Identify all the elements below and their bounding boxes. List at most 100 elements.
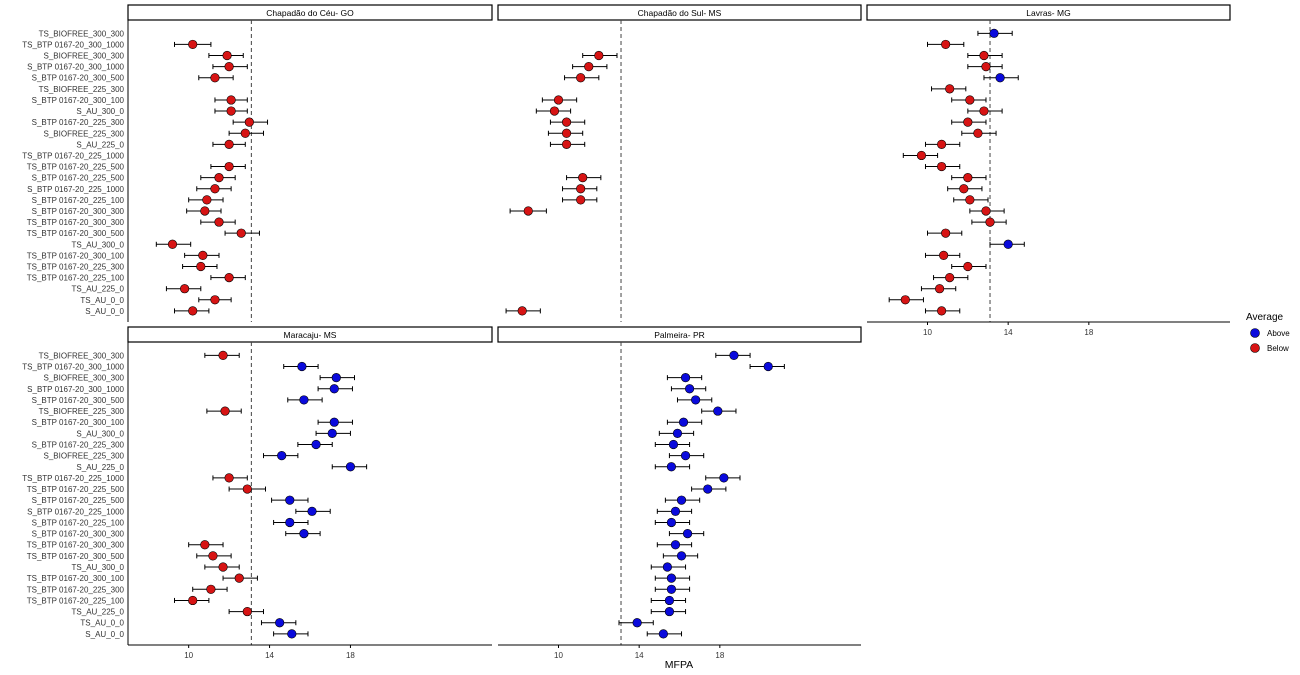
data-point xyxy=(672,428,683,438)
y-tick-label: TS_BTP 0167-20_225_300 xyxy=(27,262,125,271)
data-point xyxy=(662,562,673,572)
data-point xyxy=(242,606,252,617)
legend: Average Above Below xyxy=(1246,312,1290,353)
y-tick-label: S_BTP 0167-20_300_1000 xyxy=(27,63,124,72)
y-tick-label: S_BTP 0167-20_300_1000 xyxy=(27,385,124,394)
y-tick-label: TS_BIOFREE_300_300 xyxy=(39,351,125,360)
data-point xyxy=(680,373,691,383)
data-point xyxy=(234,573,244,583)
data-point xyxy=(242,484,252,494)
data-point xyxy=(224,62,234,72)
y-tick-label: S_BTP 0167-20_225_1000 xyxy=(27,507,124,516)
data-point xyxy=(729,350,739,360)
y-tick-label: TS_AU_225_0 xyxy=(72,608,125,617)
facet-panel-3: Lavras- MG 10 14 18 xyxy=(866,4,1231,337)
y-tick-label: TS_BTP 0167-20_300_100 xyxy=(27,251,125,260)
facet-title: Chapadão do Céu- GO xyxy=(266,8,354,18)
y-tick-label: S_BTP 0167-20_300_300 xyxy=(32,530,125,539)
x-tick-label: 18 xyxy=(346,651,355,660)
data-point xyxy=(329,384,339,394)
data-point xyxy=(959,184,969,194)
data-point xyxy=(578,173,588,183)
data-point xyxy=(224,272,234,283)
data-point xyxy=(981,62,991,72)
data-point xyxy=(670,506,681,516)
y-tick-label: TS_BTP 0167-20_300_500 xyxy=(27,552,125,561)
x-tick-label: 10 xyxy=(554,651,563,660)
legend-key-above xyxy=(1250,328,1260,338)
data-point xyxy=(576,195,586,205)
data-point xyxy=(311,439,321,450)
data-point xyxy=(345,462,356,472)
facet-panel-4: Maracaju- MS TS_BIOFREE_300_300 TS_BTP 016… xyxy=(22,326,493,660)
y-tick-label: S_BTP 0167-20_225_300 xyxy=(32,440,125,449)
data-point xyxy=(285,495,295,505)
data-point xyxy=(658,629,668,639)
y-tick-label: TS_AU_300_0 xyxy=(72,563,125,572)
y-tick-label: S_BIOFREE_300_300 xyxy=(44,374,125,383)
x-tick-label: 18 xyxy=(1084,328,1093,337)
data-point xyxy=(224,473,234,483)
data-point xyxy=(188,306,198,316)
data-point xyxy=(684,384,695,394)
data-point xyxy=(553,95,564,105)
y-tick-label: TS_BTP 0167-20_225_1000 xyxy=(22,474,124,483)
data-point xyxy=(287,629,297,639)
y-tick-label: S_BIOFREE_300_300 xyxy=(44,52,125,61)
y-tick-label: S_AU_225_0 xyxy=(76,140,124,149)
data-point xyxy=(666,517,677,528)
data-point xyxy=(945,84,955,94)
data-point xyxy=(981,206,991,216)
data-point xyxy=(331,373,341,383)
data-point xyxy=(584,62,594,72)
data-point xyxy=(945,272,955,283)
y-tick-label: TS_BTP 0167-20_300_1000 xyxy=(22,40,124,49)
data-point xyxy=(985,217,995,227)
data-point xyxy=(222,50,232,61)
data-point xyxy=(218,350,228,360)
y-tick-label: TS_BTP 0167-20_225_500 xyxy=(27,485,125,494)
data-point xyxy=(244,117,254,127)
data-point xyxy=(939,250,949,260)
facet-panel-2: Chapadão do Sul- MS xyxy=(497,4,862,322)
x-axis-title: MFPA xyxy=(665,659,693,671)
y-tick-label: TS_BTP 0167-20_300_300 xyxy=(27,218,125,227)
data-point xyxy=(576,73,586,83)
legend-key-below xyxy=(1250,343,1260,353)
data-point xyxy=(664,595,675,606)
data-point xyxy=(995,73,1005,83)
y-tick-label: S_AU_300_0 xyxy=(76,107,124,116)
data-point xyxy=(299,395,309,405)
y-tick-label: TS_BTP 0167-20_300_500 xyxy=(27,229,125,238)
data-point xyxy=(517,306,527,316)
y-tick-label: S_BTP 0167-20_225_300 xyxy=(32,118,125,127)
data-point xyxy=(941,228,951,238)
data-point xyxy=(676,551,687,561)
data-point xyxy=(979,106,989,116)
data-point xyxy=(963,261,973,272)
y-tick-label: TS_BTP 0167-20_300_100 xyxy=(27,574,125,583)
data-point xyxy=(676,495,687,505)
data-point xyxy=(167,239,178,249)
facet-title: Maracaju- MS xyxy=(284,330,337,340)
data-point xyxy=(713,406,723,416)
data-point xyxy=(200,206,210,216)
facet-strip xyxy=(866,4,1231,21)
data-point xyxy=(594,50,604,61)
y-tick-label: S_BIOFREE_225_300 xyxy=(44,129,125,138)
y-tick-label: TS_BTP 0167-20_300_300 xyxy=(27,541,125,550)
data-point xyxy=(210,184,220,194)
data-point xyxy=(678,417,689,427)
y-tick-label: S_BTP 0167-20_300_500 xyxy=(32,74,125,83)
y-tick-label: TS_BTP 0167-20_225_500 xyxy=(27,163,125,172)
data-point xyxy=(668,439,679,450)
data-point xyxy=(965,95,975,105)
y-tick-label: TS_AU_0_0 xyxy=(80,296,124,305)
legend-label-above: Above xyxy=(1267,329,1290,338)
y-tick-label: S_BTP 0167-20_225_100 xyxy=(32,518,125,527)
data-point xyxy=(666,584,677,594)
facet-strip xyxy=(127,4,493,21)
x-tick-label: 10 xyxy=(923,328,932,337)
data-point xyxy=(561,139,572,149)
